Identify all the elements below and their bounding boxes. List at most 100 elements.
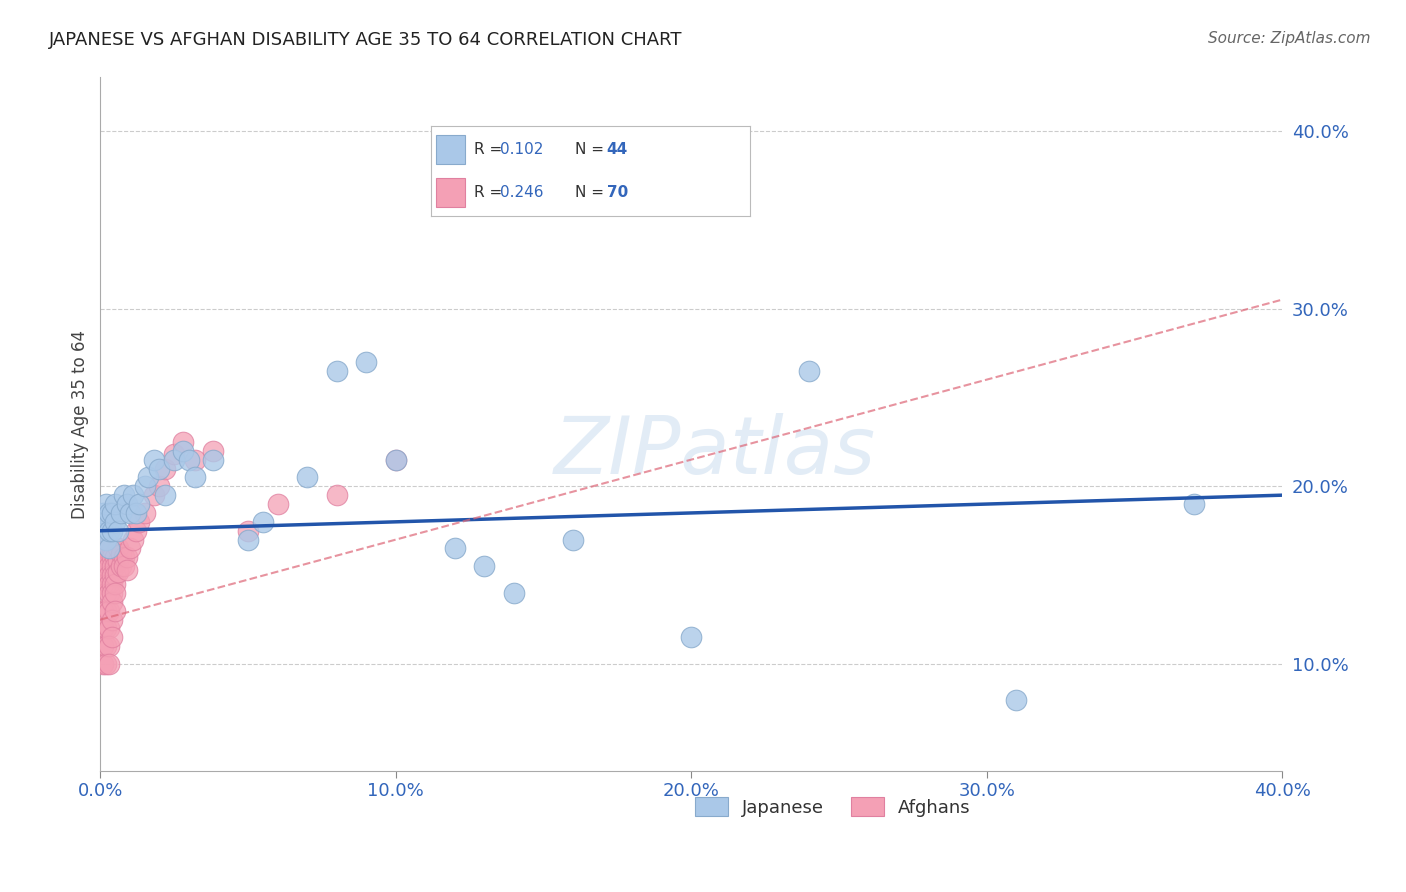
Point: [444, 541, 467, 556]
Point: [236, 533, 259, 547]
Point: [96, 622, 118, 636]
Point: [91, 559, 114, 574]
Point: [172, 434, 194, 449]
Point: [142, 488, 165, 502]
Point: [107, 524, 129, 538]
Text: ZIPatlas: ZIPatlas: [554, 413, 876, 491]
Point: [115, 497, 138, 511]
Point: [96, 533, 118, 547]
Point: [155, 461, 177, 475]
Point: [98, 657, 121, 671]
Point: [134, 479, 156, 493]
Point: [325, 364, 347, 378]
Point: [91, 506, 114, 520]
Point: [115, 563, 138, 577]
Point: [96, 586, 118, 600]
Point: [177, 452, 200, 467]
Point: [236, 524, 259, 538]
Point: [101, 541, 124, 556]
Point: [110, 547, 132, 561]
Point: [91, 622, 114, 636]
Point: [112, 550, 135, 565]
Point: [148, 479, 170, 493]
Point: [91, 604, 114, 618]
Point: [98, 604, 121, 618]
Point: [101, 613, 124, 627]
Point: [96, 640, 118, 654]
Point: [98, 541, 121, 556]
Point: [98, 541, 121, 556]
Point: [98, 524, 121, 538]
Point: [125, 506, 148, 520]
Point: [91, 577, 114, 591]
Point: [110, 559, 132, 574]
Point: [163, 447, 186, 461]
Point: [91, 550, 114, 565]
Point: [101, 506, 124, 520]
Point: [1182, 497, 1205, 511]
Point: [155, 488, 177, 502]
Point: [96, 657, 118, 671]
Point: [96, 497, 118, 511]
Point: [96, 604, 118, 618]
Point: [184, 452, 207, 467]
Point: [562, 533, 585, 547]
Point: [295, 470, 318, 484]
Point: [385, 452, 408, 467]
Point: [201, 452, 224, 467]
Point: [96, 559, 118, 574]
Point: [266, 497, 288, 511]
Point: [104, 559, 127, 574]
Text: Source: ZipAtlas.com: Source: ZipAtlas.com: [1208, 31, 1371, 46]
Point: [134, 506, 156, 520]
Point: [91, 541, 114, 556]
Point: [101, 568, 124, 582]
Point: [91, 568, 114, 582]
Text: JAPANESE VS AFGHAN DISABILITY AGE 35 TO 64 CORRELATION CHART: JAPANESE VS AFGHAN DISABILITY AGE 35 TO …: [49, 31, 683, 49]
Point: [101, 577, 124, 591]
Point: [1005, 692, 1028, 706]
Point: [98, 622, 121, 636]
Point: [98, 506, 121, 520]
Point: [101, 631, 124, 645]
Point: [121, 488, 143, 502]
Point: [96, 550, 118, 565]
Point: [107, 541, 129, 556]
Point: [91, 657, 114, 671]
Point: [115, 550, 138, 565]
Point: [104, 586, 127, 600]
Point: [172, 443, 194, 458]
Point: [385, 452, 408, 467]
Point: [325, 488, 347, 502]
Point: [98, 568, 121, 582]
Point: [142, 452, 165, 467]
Point: [112, 559, 135, 574]
Point: [104, 550, 127, 565]
Point: [104, 497, 127, 511]
Point: [98, 586, 121, 600]
Point: [104, 515, 127, 529]
Point: [128, 497, 150, 511]
Y-axis label: Disability Age 35 to 64: Disability Age 35 to 64: [72, 329, 89, 518]
Point: [91, 524, 114, 538]
Point: [128, 515, 150, 529]
Point: [101, 550, 124, 565]
Point: [104, 604, 127, 618]
Point: [201, 443, 224, 458]
Point: [112, 488, 135, 502]
Point: [96, 515, 118, 529]
Point: [98, 559, 121, 574]
Point: [98, 640, 121, 654]
Point: [107, 565, 129, 579]
Point: [101, 524, 124, 538]
Point: [107, 554, 129, 568]
Point: [101, 586, 124, 600]
Point: [91, 559, 114, 574]
Point: [101, 559, 124, 574]
Point: [356, 355, 378, 369]
Point: [118, 541, 141, 556]
Point: [96, 559, 118, 574]
Point: [104, 577, 127, 591]
Point: [125, 524, 148, 538]
Point: [101, 595, 124, 609]
